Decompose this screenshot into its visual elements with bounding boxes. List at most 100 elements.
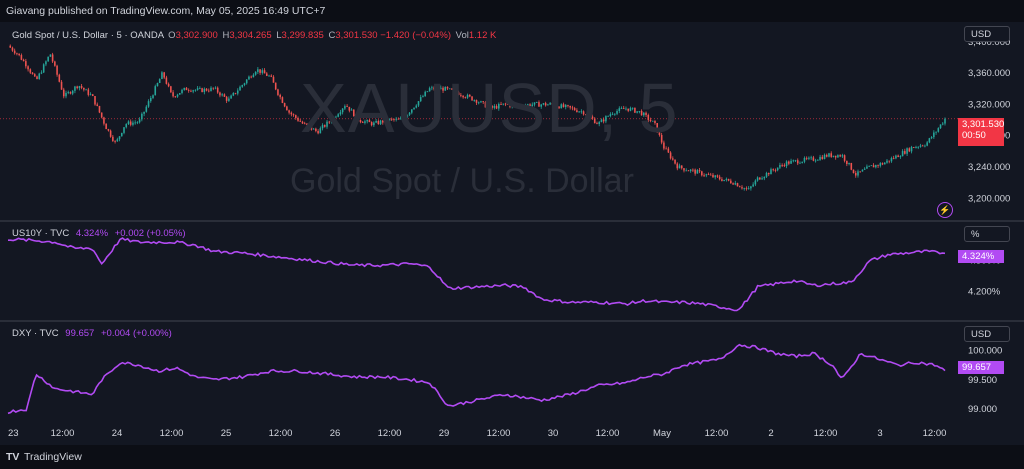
candle-body <box>734 183 737 185</box>
candle-body <box>848 162 850 165</box>
candle-body <box>732 183 734 185</box>
candle-body <box>107 129 110 131</box>
us10y-price-tag: 4.324% <box>958 250 1004 263</box>
candle-body <box>908 148 911 152</box>
gold-legend[interactable]: Gold Spot / U.S. Dollar · 5 · OANDA O3,3… <box>12 30 496 41</box>
candle-body <box>85 89 87 91</box>
pane-separator[interactable] <box>0 220 1024 222</box>
candle-body <box>339 112 342 115</box>
candle-body <box>571 107 574 109</box>
candle-body <box>348 106 351 111</box>
candle-body <box>910 147 913 152</box>
tradingview-logo-icon: TV <box>6 451 20 463</box>
lightning-icon[interactable]: ⚡ <box>937 202 953 218</box>
candle-body <box>605 116 607 122</box>
candle-body <box>529 104 531 107</box>
candle-body <box>651 120 654 122</box>
candle-body <box>625 108 627 110</box>
candle-body <box>98 105 101 113</box>
candle-body <box>850 162 853 170</box>
us10y-symbol-label[interactable]: US10Y · TVC <box>12 228 70 239</box>
candle-body <box>881 163 884 165</box>
candle-body <box>576 110 578 113</box>
candle-body <box>89 94 92 96</box>
candle-body <box>707 174 710 176</box>
us10y-unit-button[interactable]: % <box>964 226 1010 242</box>
candle-body <box>747 188 750 190</box>
dxy-unit-button[interactable]: USD <box>964 326 1010 342</box>
main-unit-button[interactable]: USD <box>964 26 1010 42</box>
candle-body <box>622 108 625 110</box>
candle-body <box>580 111 583 113</box>
candle-body <box>286 106 288 111</box>
dxy-legend[interactable]: DXY · TVC 99.657 +0.004 (+0.00%) <box>12 328 172 339</box>
candle-body <box>772 169 775 171</box>
candle-body <box>462 95 464 98</box>
candle-body <box>355 113 357 117</box>
candle-body <box>196 88 199 90</box>
candle-body <box>810 157 812 159</box>
candle-body <box>268 75 270 77</box>
candle-body <box>518 105 520 107</box>
candle-body <box>91 94 94 97</box>
candle-body <box>109 130 112 137</box>
gold-price-tag: 3,301.530 00:50 <box>958 118 1004 146</box>
candle-body <box>779 165 781 168</box>
candle-body <box>600 119 603 123</box>
candle-body <box>424 91 426 97</box>
candle-body <box>446 86 449 89</box>
close-label: C <box>328 30 336 41</box>
candle-body <box>593 118 596 124</box>
candle-body <box>886 160 888 163</box>
candle-body <box>87 89 90 95</box>
candle-body <box>319 128 322 134</box>
candle-body <box>480 101 482 103</box>
candle-body <box>870 165 873 167</box>
candle-body <box>562 104 565 108</box>
candle-body <box>477 102 480 104</box>
time-tick-label: 29 <box>439 428 450 439</box>
chart-canvas[interactable]: 3,400.0003,360.0003,320.0003,280.0003,24… <box>0 0 1024 445</box>
gold-price-pane[interactable]: XAUUSD, 5 Gold Spot / U.S. Dollar Gold S… <box>0 22 958 220</box>
candle-body <box>223 94 226 97</box>
candle-body <box>585 114 587 116</box>
candle-body <box>96 104 99 106</box>
candle-body <box>228 98 230 101</box>
candle-body <box>904 151 906 154</box>
candle-body <box>752 184 754 187</box>
time-tick-label: 12:00 <box>705 428 729 439</box>
dxy-symbol-label[interactable]: DXY · TVC <box>12 328 59 339</box>
candle-body <box>616 111 618 114</box>
candle-body <box>629 108 632 111</box>
candle-body <box>323 125 326 127</box>
close-value: 3,301.530 <box>335 30 378 41</box>
candle-body <box>129 121 132 125</box>
candle-body <box>250 76 252 78</box>
candle-body <box>801 161 804 163</box>
candle-body <box>843 155 846 161</box>
low-value: 3,299.835 <box>281 30 324 41</box>
candle-body <box>404 117 406 119</box>
candle-body <box>933 132 935 138</box>
candle-body <box>270 75 273 77</box>
candle-body <box>408 112 411 115</box>
candle-body <box>448 88 451 90</box>
candle-body <box>352 109 355 117</box>
time-tick-label: 12:00 <box>596 428 620 439</box>
candle-body <box>888 160 891 162</box>
candle-body <box>112 136 114 141</box>
candle-body <box>147 101 150 107</box>
candle-body <box>781 165 783 166</box>
open-value: 3,302.900 <box>175 30 218 41</box>
time-tick-label: May <box>653 428 671 439</box>
pane-separator[interactable] <box>0 320 1024 322</box>
us10y-pane[interactable]: US10Y · TVC 4.324% +0.002 (+0.05%) <box>0 222 958 320</box>
dxy-value: 99.657 <box>65 328 95 339</box>
candle-body <box>138 119 141 123</box>
candle-body <box>29 69 32 73</box>
candle-body <box>475 100 478 103</box>
candle-body <box>846 160 848 165</box>
us10y-legend[interactable]: US10Y · TVC 4.324% +0.002 (+0.05%) <box>12 228 186 239</box>
gold-symbol-label[interactable]: Gold Spot / U.S. Dollar · 5 · OANDA <box>12 30 164 41</box>
candle-body <box>872 165 875 168</box>
